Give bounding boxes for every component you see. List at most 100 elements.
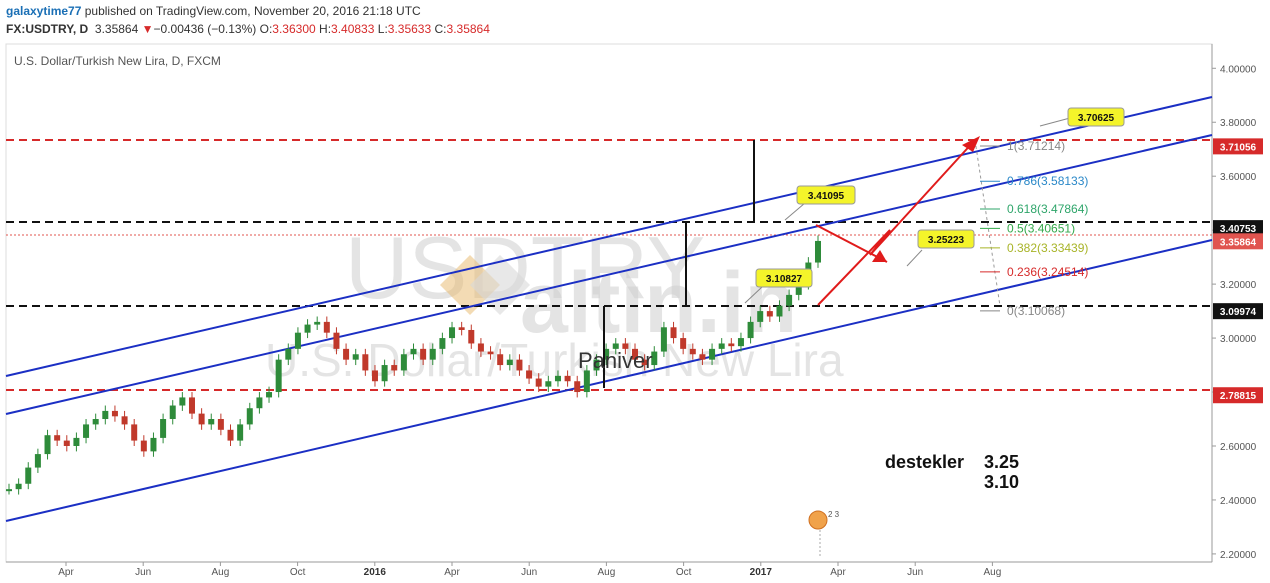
economic-events-icon[interactable]: 2 3 (808, 510, 840, 558)
open-label: O: (259, 22, 273, 36)
candle-body (323, 321, 330, 333)
callout-3.70625[interactable]: 3.70625 (1039, 107, 1125, 127)
candle-body (160, 419, 167, 438)
fib-open-paren: ( (1037, 241, 1041, 255)
candle-body (198, 413, 205, 425)
fib-ratio: 0.5 (1007, 221, 1024, 235)
y-tick-label: 2.20000 (1220, 550, 1257, 561)
fib-level-label: 0(3.10068) (1007, 304, 1065, 318)
arrow-down-line (815, 224, 888, 263)
candle-body (497, 354, 504, 366)
candle-body (718, 343, 725, 349)
arrow-up-head-icon (962, 136, 980, 152)
candle-body (458, 327, 465, 330)
support-note-value-1: 3.25 (984, 452, 1019, 472)
candle-body (237, 424, 244, 441)
candle-body (429, 348, 436, 360)
callout-3.41095[interactable]: 3.41095 (784, 185, 856, 221)
x-tick-label: 2016 (364, 567, 387, 578)
candle-body (169, 405, 176, 420)
channel-upper-line[interactable] (5, 96, 1213, 377)
candle-body (420, 348, 427, 360)
x-tick-label: Apr (830, 567, 846, 578)
candle-body (314, 321, 321, 325)
candle-body (381, 365, 388, 382)
forecast-arrows[interactable] (815, 136, 980, 306)
candle-body (554, 375, 561, 382)
y-tick-label: 3.00000 (1220, 334, 1257, 345)
candle-body (516, 359, 523, 371)
candle-body (468, 329, 475, 344)
altin-logo-icon (440, 255, 530, 315)
price-label-box (1213, 220, 1263, 237)
candle-body (506, 359, 513, 366)
time-axis[interactable]: Apr Jun Aug Oct 2016 Apr Jun Aug Oct 2017 Apr Jun Au… (58, 562, 1001, 578)
high-label: H: (319, 22, 332, 36)
callout-label: 3.10827 (766, 274, 803, 285)
chart-title: U.S. Dollar/Turkish New Lira, D, FXCM (14, 54, 221, 68)
y-tick-label: 4.00000 (1220, 64, 1257, 75)
candle-body (227, 429, 234, 441)
chart-header: galaxytime77 published on TradingView.co… (0, 0, 1270, 42)
publish-info: galaxytime77 published on TradingView.co… (6, 4, 421, 18)
close-value: 3.35864 (446, 22, 490, 36)
candle-body (102, 410, 109, 420)
price-series[interactable] (6, 235, 821, 495)
candle-body (371, 370, 378, 382)
candle-body (737, 338, 744, 347)
candle-body (44, 435, 51, 455)
candle-body (670, 327, 677, 339)
y-tick-label: 2.60000 (1220, 442, 1257, 453)
x-tick-label: Jun (907, 567, 923, 578)
fib-value: 3.71214 (1018, 139, 1062, 153)
candle-body (545, 381, 552, 387)
channel-middle-line[interactable] (5, 134, 1213, 415)
fib-close-paren: ) (1061, 139, 1065, 153)
ohlc-line: FX:USDTRY, D 3.35864 ▼−0.00436 (−0.13%) … (6, 22, 490, 36)
candle-body (391, 365, 398, 371)
arrow-down-head-icon (872, 250, 887, 262)
candle-body (632, 348, 639, 360)
watermark-symbol: USDTRY (345, 218, 705, 317)
candle-body (208, 419, 215, 425)
x-tick-label: Oct (676, 567, 692, 578)
price-label-value: 3.71056 (1220, 142, 1257, 153)
fib-retracement[interactable]: 1(3.71214)0.786(3.58133)0.618(3.47864)0.… (974, 139, 1088, 318)
candle-body (294, 332, 301, 349)
high-value: 3.40833 (331, 22, 375, 36)
fib-open-paren: ( (1014, 304, 1018, 318)
candle-body (121, 416, 128, 425)
callout-3.10827[interactable]: 3.10827 (744, 268, 813, 304)
candle-body (651, 351, 658, 366)
candle-body (6, 489, 12, 492)
y-tick-label: 3.20000 (1220, 280, 1257, 291)
fib-open-paren: ( (1037, 265, 1041, 279)
candle-body (747, 321, 754, 339)
channel-lower-line[interactable] (5, 239, 1213, 522)
candle-body (25, 467, 32, 484)
candle-body (622, 343, 629, 349)
price-label-box (1213, 303, 1263, 320)
candle-body (477, 343, 484, 352)
price-label-box (1213, 138, 1263, 155)
fib-ratio: 0.236 (1007, 265, 1037, 279)
price-label-value: 3.09974 (1220, 307, 1257, 318)
author-link[interactable]: galaxytime77 (6, 4, 82, 18)
candle-body (400, 354, 407, 371)
x-tick-label: 2017 (750, 567, 773, 578)
candle-body (689, 348, 696, 355)
x-tick-label: Aug (598, 567, 616, 578)
price-label-value: 3.40753 (1220, 224, 1257, 235)
y-tick-label: 2.40000 (1220, 496, 1257, 507)
x-tick-label: Jun (135, 567, 151, 578)
x-tick-label: Jun (521, 567, 537, 578)
x-tick-label: Aug (212, 567, 230, 578)
callout-3.25223[interactable]: 3.25223 (906, 229, 975, 267)
fib-value: 3.58133 (1041, 174, 1085, 188)
callout-label: 3.25223 (928, 235, 965, 246)
candle-body (179, 397, 186, 406)
candle-body (709, 348, 716, 360)
candle-body (34, 454, 41, 468)
candle-body (217, 419, 224, 430)
